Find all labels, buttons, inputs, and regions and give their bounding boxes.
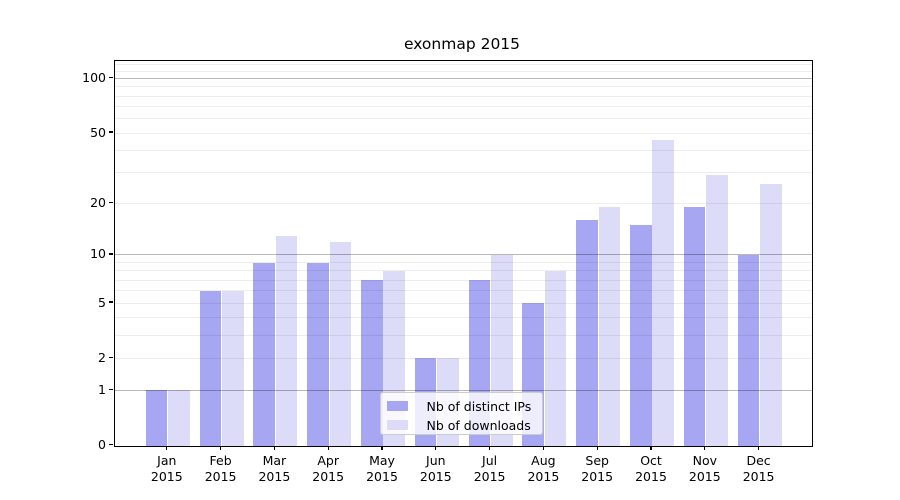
gridlines-layer	[114, 61, 812, 446]
gridline	[114, 270, 812, 272]
y-tick-mark	[109, 301, 113, 303]
x-tick-mark	[327, 445, 329, 450]
bar-downloads	[168, 390, 190, 446]
y-tick-mark	[109, 131, 113, 133]
x-tick-label: May 2015	[366, 452, 398, 485]
x-tick-mark	[435, 445, 437, 450]
y-tick-label: 10	[90, 246, 106, 262]
chart-title: exonmap 2015	[403, 35, 521, 53]
y-tick-label: 2	[98, 349, 106, 365]
bar-downloads	[329, 241, 352, 446]
x-tick-mark	[542, 445, 544, 450]
y-tick-label: 20	[90, 195, 106, 211]
bar-distinct-ips	[145, 390, 168, 446]
y-tick-label: 100	[82, 70, 106, 86]
y-tick-mark	[109, 77, 113, 79]
x-tick-label: Dec 2015	[742, 452, 775, 485]
legend-swatch-downloads	[386, 419, 408, 431]
plot-area: Nb of distinct IPs Nb of downloads	[113, 59, 813, 447]
bar-downloads	[222, 290, 244, 446]
x-tick-mark	[381, 445, 383, 450]
x-tick-mark	[273, 445, 275, 450]
bar-distinct-ips	[737, 254, 760, 446]
gridline	[114, 302, 812, 304]
gridline	[114, 86, 812, 88]
gridline	[114, 334, 812, 336]
x-tick-mark	[220, 445, 222, 450]
gridline	[114, 254, 812, 256]
y-tick-mark	[109, 201, 113, 204]
y-tick-label: 1	[98, 381, 106, 397]
x-tick-label: Jun 2015	[419, 452, 452, 485]
x-tick-mark	[166, 445, 168, 450]
y-tick-mark	[109, 443, 113, 446]
bar-distinct-ips	[361, 280, 383, 446]
y-tick-label: 0	[98, 437, 106, 452]
gridline	[114, 95, 812, 97]
x-tick-label: Aug 2015	[527, 452, 560, 485]
bar-distinct-ips	[630, 225, 652, 446]
gridline	[114, 78, 812, 80]
gridline	[114, 389, 812, 391]
bar-downloads	[598, 207, 621, 446]
legend-item-distinct-ips: Nb of distinct IPs	[386, 397, 534, 416]
bar-distinct-ips	[683, 207, 706, 446]
bar-distinct-ips	[199, 290, 222, 446]
bar-downloads	[652, 139, 674, 446]
gridline	[114, 279, 812, 281]
legend: Nb of distinct IPs Nb of downloads	[379, 391, 543, 435]
x-tick-mark	[650, 445, 652, 450]
bar-distinct-ips	[253, 262, 275, 446]
x-tick-label: Feb 2015	[204, 452, 237, 485]
bar-distinct-ips	[307, 262, 329, 446]
y-tick-mark	[109, 388, 113, 390]
x-tick-mark	[596, 445, 598, 450]
x-tick-label: Apr 2015	[312, 452, 345, 485]
legend-label-downloads: Nb of downloads	[426, 417, 531, 433]
gridline	[114, 70, 812, 72]
gridline	[114, 172, 812, 174]
y-tick-mark	[109, 253, 113, 255]
gridline	[114, 357, 812, 359]
x-tick-label: Sep 2015	[581, 452, 614, 485]
gridline	[114, 106, 812, 108]
x-tick-label: Oct 2015	[635, 452, 667, 485]
gridline	[114, 203, 812, 205]
gridline	[114, 118, 812, 120]
x-tick-label: Jan 2015	[150, 452, 183, 485]
bar-downloads	[544, 270, 567, 446]
bar-downloads	[275, 235, 298, 446]
x-tick-label: Jul 2015	[473, 452, 506, 485]
y-tick-label: 50	[90, 124, 106, 140]
legend-item-downloads: Nb of downloads	[386, 416, 534, 435]
legend-swatch-distinct-ips	[386, 400, 408, 412]
bar-downloads	[760, 183, 782, 446]
gridline	[114, 149, 812, 151]
legend-label-distinct-ips: Nb of distinct IPs	[426, 398, 532, 414]
bar-downloads	[706, 175, 728, 446]
y-tick-mark	[109, 356, 113, 358]
gridline	[114, 290, 812, 292]
y-tick-label: 5	[98, 294, 106, 310]
gridline	[114, 63, 812, 65]
x-tick-mark	[489, 445, 491, 450]
gridline	[114, 132, 812, 134]
x-tick-label: Nov 2015	[688, 452, 721, 485]
gridline	[114, 317, 812, 319]
bar-distinct-ips	[576, 220, 598, 446]
x-tick-label: Mar 2015	[258, 452, 291, 485]
x-tick-mark	[704, 445, 706, 450]
x-tick-mark	[758, 445, 760, 450]
gridline	[114, 261, 812, 263]
